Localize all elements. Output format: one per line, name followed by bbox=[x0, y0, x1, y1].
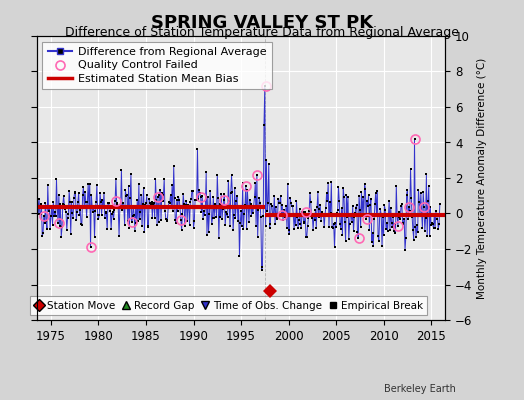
Legend: Station Move, Record Gap, Time of Obs. Change, Empirical Break: Station Move, Record Gap, Time of Obs. C… bbox=[30, 296, 427, 315]
Text: Berkeley Earth: Berkeley Earth bbox=[384, 384, 456, 394]
Y-axis label: Monthly Temperature Anomaly Difference (°C): Monthly Temperature Anomaly Difference (… bbox=[477, 57, 487, 299]
Text: Difference of Station Temperature Data from Regional Average: Difference of Station Temperature Data f… bbox=[65, 26, 459, 39]
Text: SPRING VALLEY ST PK: SPRING VALLEY ST PK bbox=[151, 14, 373, 32]
